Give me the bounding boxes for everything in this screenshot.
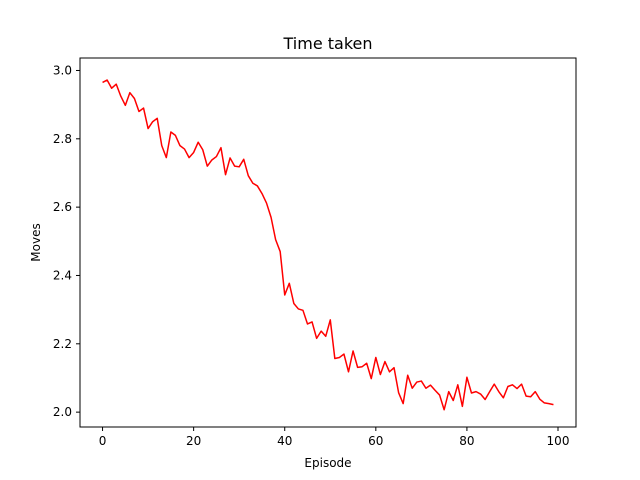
y-tick-label: 3.0 (53, 63, 72, 77)
axes-frame (79, 57, 577, 428)
y-axis-ticks: 2.0 2.2 2.4 2.6 2.8 3.0 (53, 63, 80, 419)
x-tick-label: 40 (277, 434, 292, 448)
x-tick-label: 20 (186, 434, 201, 448)
x-tick-label: 80 (459, 434, 474, 448)
series-line (102, 79, 554, 411)
plot-area (102, 79, 554, 411)
x-tick-label: 60 (368, 434, 383, 448)
x-tick-label: 0 (99, 434, 107, 448)
x-axis-ticks: 0 20 40 60 80 100 (99, 427, 570, 448)
chart-title: Time taken (283, 34, 373, 53)
y-tick-label: 2.0 (53, 405, 72, 419)
x-tick-label: 100 (547, 434, 570, 448)
x-axis-label: Episode (304, 456, 351, 470)
y-axis-label: Moves (29, 223, 43, 261)
y-tick-label: 2.6 (53, 200, 72, 214)
y-tick-label: 2.8 (53, 132, 72, 146)
y-tick-label: 2.4 (53, 268, 72, 282)
y-tick-label: 2.2 (53, 337, 72, 351)
